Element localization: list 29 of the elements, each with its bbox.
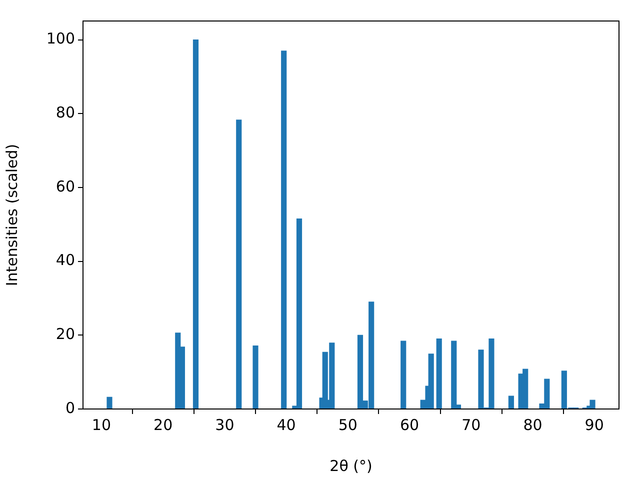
y-tick-label: 80 [56, 104, 75, 122]
bar [436, 338, 442, 409]
x-tick-label: 30 [215, 416, 234, 434]
x-tick-label: 60 [400, 416, 420, 434]
y-axis-title: Intensities (scaled) [2, 144, 21, 286]
bar [296, 218, 302, 409]
y-tick-label: 0 [65, 398, 75, 417]
x-tick-label: 40 [276, 416, 296, 434]
bar [428, 354, 434, 409]
bar [252, 346, 258, 409]
x-tick-label: 50 [338, 416, 358, 434]
x-tick-label: 70 [462, 416, 481, 434]
bar [451, 340, 457, 409]
x-axis-title: 2θ (°) [330, 456, 372, 475]
bar [508, 396, 514, 409]
bar [192, 40, 199, 409]
x-tick-label: 10 [92, 416, 112, 434]
y-tick-label: 60 [56, 177, 75, 196]
x-tick-label: 20 [154, 416, 173, 434]
y-tick-label: 20 [56, 325, 75, 344]
bar [106, 396, 112, 409]
y-tick-label: 40 [56, 251, 75, 270]
bar [590, 400, 596, 409]
y-tick-label: 100 [46, 30, 75, 48]
bar [281, 50, 287, 409]
bar [400, 340, 406, 409]
x-tick-label: 90 [584, 416, 604, 434]
x-tick-label: 80 [523, 416, 542, 434]
bar [236, 120, 242, 409]
